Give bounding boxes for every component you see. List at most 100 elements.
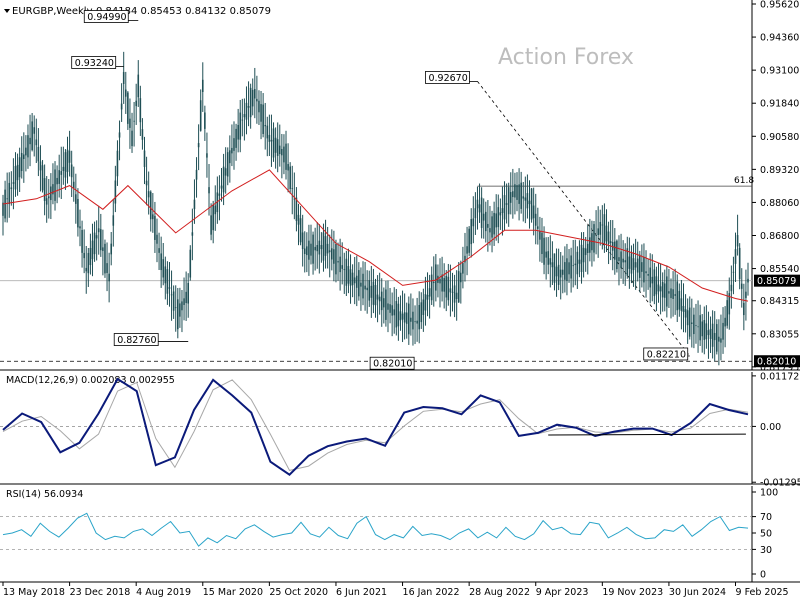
candle-body — [586, 243, 589, 253]
price-annotation-label: 0.93240 — [75, 58, 114, 69]
candle-body — [108, 273, 110, 282]
candle-body — [195, 169, 198, 180]
candle-body — [345, 258, 348, 286]
candle-body — [204, 112, 206, 129]
candle-body — [272, 128, 275, 158]
candle-body — [576, 251, 579, 275]
candle-body — [12, 182, 15, 184]
candle-body — [214, 205, 217, 215]
candle-body — [58, 170, 60, 184]
candle-body — [553, 253, 556, 283]
candle-body — [210, 215, 212, 235]
candle-body — [187, 282, 190, 304]
chart-symbol-label: EURGBP,Weekly — [12, 6, 93, 17]
candle-body — [430, 274, 433, 301]
candle-body — [557, 264, 560, 285]
time-axis-label: 23 Dec 2018 — [70, 587, 131, 598]
dropdown-triangle-icon[interactable] — [4, 9, 10, 13]
support-price-badge-text: 0.82010 — [757, 357, 796, 368]
candle-body — [20, 152, 23, 172]
candle-body — [343, 269, 346, 271]
candle-body — [64, 152, 67, 178]
candle-body — [104, 243, 106, 274]
candle-body — [468, 228, 470, 253]
candle-body — [545, 251, 547, 258]
candle-body — [659, 286, 662, 292]
candle-body — [403, 312, 406, 323]
price-panel[interactable]: 0.95620 0.94360 0.93100 0.91840 0.90580 0.893… — [0, 0, 800, 373]
candle-body — [686, 310, 689, 326]
candle-body — [174, 307, 177, 309]
candle-body — [676, 281, 679, 311]
macd-panel[interactable]: MACD(12,26,9) 0.002083 0.002955 0.011727… — [0, 371, 800, 489]
candle-body — [362, 273, 364, 299]
candle-body — [6, 198, 8, 200]
candle-body — [72, 181, 75, 189]
candle-body — [289, 166, 291, 189]
candle-body — [16, 164, 19, 181]
candle-body — [110, 243, 113, 255]
candle-body — [2, 202, 4, 216]
candle-body — [487, 223, 489, 228]
candle-body — [133, 120, 135, 122]
time-axis-label: 15 Mar 2020 — [203, 587, 263, 598]
candle-body — [584, 248, 587, 256]
candle-body — [397, 303, 400, 327]
chart-ohlc-values: 0.84184 0.85453 0.84132 0.85079 — [96, 6, 271, 17]
candle-body — [474, 208, 477, 219]
macd-axis-label: 0.011727 — [760, 371, 800, 382]
price-annotation-box — [369, 356, 415, 370]
candle-body — [441, 274, 443, 292]
candle-body — [91, 240, 94, 260]
candle-body — [501, 208, 504, 213]
candle-body — [680, 298, 683, 311]
candle-body — [301, 232, 304, 250]
rsi-axis-labels: 100 70 50 30 0 — [752, 488, 778, 581]
candle-body — [29, 137, 31, 145]
candle-body — [657, 284, 660, 292]
rsi-line — [2, 512, 749, 547]
time-axis-label: 6 Jun 2021 — [336, 587, 387, 598]
candle-body — [183, 298, 185, 305]
candle-body — [641, 262, 643, 272]
candle-body — [160, 253, 162, 271]
candle-body — [555, 266, 558, 277]
candle-body — [603, 214, 606, 245]
candle-body — [599, 221, 602, 235]
candle-body — [254, 89, 256, 99]
rsi-panel[interactable]: RSI(14) 56.0934 100 70 50 30 0 — [0, 486, 800, 583]
candle-body — [482, 213, 485, 221]
candle-body — [201, 79, 204, 93]
candle-body — [559, 269, 562, 278]
candle-body — [624, 260, 627, 263]
current-price-badge — [754, 274, 800, 287]
candle-body — [256, 98, 258, 102]
candle-body — [233, 138, 235, 151]
candle-body — [166, 269, 169, 294]
candle-body — [85, 267, 88, 272]
candle-body — [410, 317, 412, 322]
candle-body — [353, 277, 356, 284]
candle-body — [351, 272, 354, 286]
candle-body — [622, 258, 624, 263]
candle-body — [243, 114, 246, 118]
macd-axis-label: -0.012951 — [760, 478, 800, 489]
candle-body — [129, 118, 131, 128]
candle-body — [37, 146, 40, 162]
candle-body — [507, 187, 510, 215]
candle-body — [56, 177, 58, 185]
candle-body — [551, 262, 554, 268]
candle-body — [655, 276, 658, 295]
candle-body — [476, 199, 479, 209]
candle-body — [222, 166, 225, 193]
candle-body — [426, 294, 429, 300]
candle-body — [241, 119, 244, 121]
candle-body — [614, 241, 616, 260]
candle-body — [740, 283, 743, 289]
candle-body — [66, 149, 69, 172]
candle-body — [661, 282, 664, 298]
candle-body — [206, 153, 208, 158]
candle-body — [722, 322, 724, 340]
candle-body — [270, 139, 273, 142]
